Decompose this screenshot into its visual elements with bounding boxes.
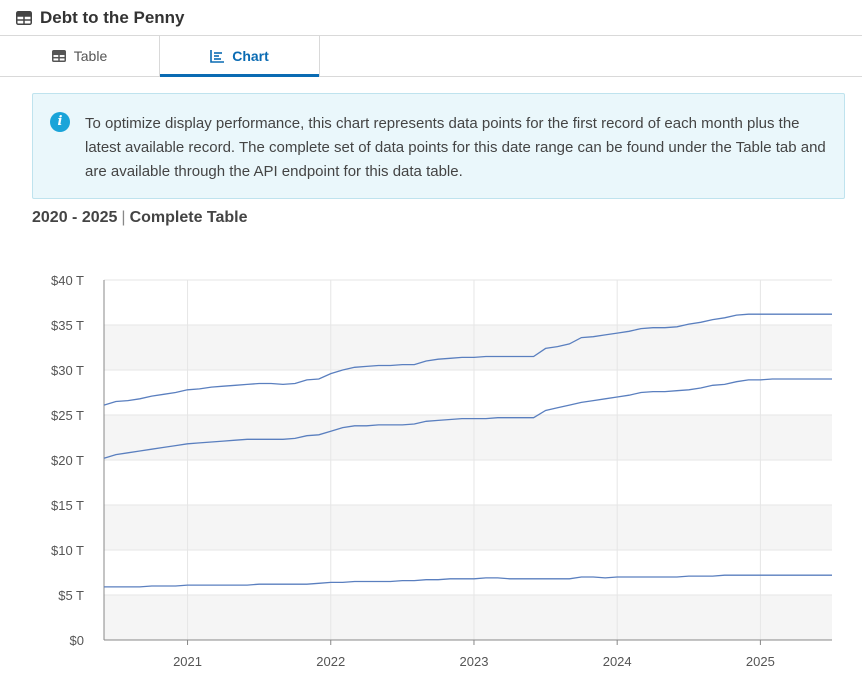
- plot-band: [104, 370, 832, 415]
- y-tick-label: $35 T: [51, 318, 84, 333]
- page-title: Debt to the Penny: [40, 7, 185, 27]
- active-tab-indicator: [160, 74, 319, 77]
- x-tick-label: 2022: [316, 654, 345, 669]
- debt-line-chart[interactable]: $0 $5 T $10 T $15 T $20 T $25 T $30 T $35 T $40 …: [0, 260, 862, 678]
- plot-band: [104, 415, 832, 460]
- y-tick-label: $10 T: [51, 543, 84, 558]
- info-banner: i To optimize display performance, this …: [32, 93, 845, 199]
- chart-icon: [210, 49, 225, 63]
- y-tick-label: $40 T: [51, 273, 84, 288]
- plot-band: [104, 550, 832, 595]
- plot-band: [104, 325, 832, 370]
- y-tick-label: $15 T: [51, 498, 84, 513]
- info-text: To optimize display performance, this ch…: [85, 115, 826, 180]
- plot-band: [104, 505, 832, 550]
- x-tick-label: 2025: [746, 654, 775, 669]
- table-name-label: Complete Table: [129, 209, 248, 226]
- info-icon: i: [50, 112, 70, 132]
- x-tick-label: 2021: [173, 654, 202, 669]
- y-tick-label: $0: [70, 633, 84, 648]
- tab-chart-label: Chart: [232, 48, 269, 64]
- plot-band: [104, 595, 832, 640]
- y-tick-label: $30 T: [51, 363, 84, 378]
- x-tick-label: 2023: [460, 654, 489, 669]
- plot-band: [104, 460, 832, 505]
- y-tick-label: $25 T: [51, 408, 84, 423]
- table-icon: [51, 50, 66, 62]
- chart-subtitle: 2020 - 2025 | Complete Table: [32, 209, 248, 227]
- series-line-1[interactable]: [103, 313, 832, 406]
- table-icon: [16, 10, 32, 25]
- date-range-label: 2020 - 2025: [32, 209, 118, 226]
- series-line-3[interactable]: [104, 574, 832, 588]
- y-tick-label: $20 T: [51, 453, 84, 468]
- page-header: Debt to the Penny: [0, 0, 862, 36]
- series-line-2[interactable]: [103, 378, 832, 459]
- plot-band: [104, 280, 832, 325]
- view-tabs: Table Chart: [0, 36, 862, 77]
- tab-chart[interactable]: Chart: [160, 36, 320, 77]
- x-tick-label: 2024: [603, 654, 632, 669]
- y-tick-label: $5 T: [58, 588, 84, 603]
- subtitle-separator: |: [121, 209, 126, 226]
- tab-table[interactable]: Table: [0, 36, 160, 76]
- tab-table-label: Table: [73, 48, 108, 64]
